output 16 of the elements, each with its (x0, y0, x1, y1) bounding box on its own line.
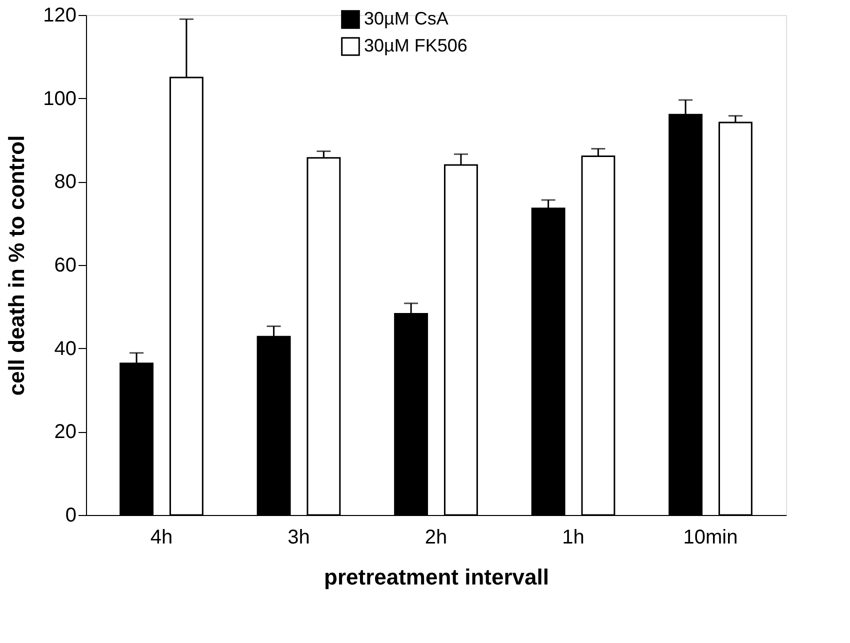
legend-label: 30µM FK506 (364, 36, 468, 56)
y-tick-label: 40 (54, 338, 76, 360)
y-tick-label: 0 (65, 504, 76, 526)
x-tick-label: 4h (150, 526, 173, 548)
x-tick-label: 3h (288, 526, 310, 548)
y-tick-label: 120 (43, 4, 76, 26)
x-tick-label: 10min (683, 526, 738, 548)
x-axis-title: pretreatment intervall (324, 564, 549, 590)
legend-label: 30µM CsA (364, 8, 448, 28)
y-axis-title: cell death in % to control (4, 135, 30, 396)
y-tick-label: 20 (54, 421, 76, 444)
y-tick-label: 100 (43, 88, 76, 110)
x-tick-label: 2h (424, 526, 448, 548)
y-tick-label: 80 (54, 171, 76, 194)
y-tick-label: 60 (54, 254, 76, 276)
x-tick-label: 1h (562, 526, 584, 548)
